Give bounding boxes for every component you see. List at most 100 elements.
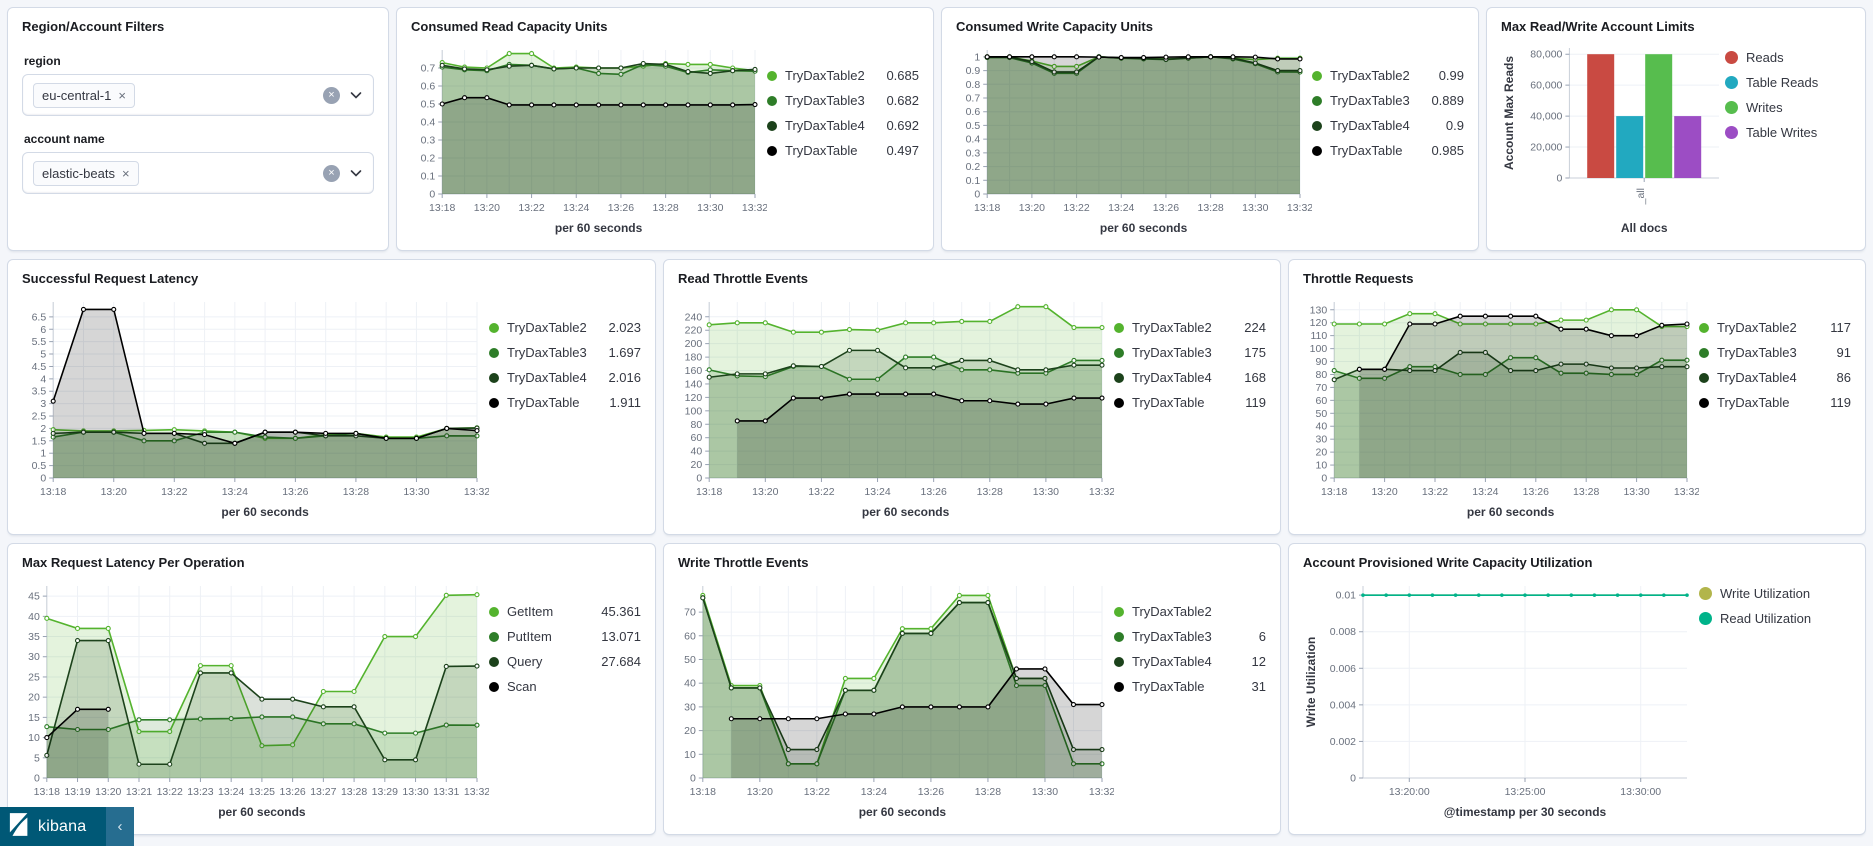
legend-item-query[interactable]: Query 27.684 (489, 654, 641, 669)
write-throttle-chart[interactable]: 0 10 20 30 40 50 60 70 13:18 13:20 13:22 13:24 13:26… (678, 574, 1115, 824)
svg-text:All docs: All docs (1621, 221, 1668, 235)
account-limits-bar-chart[interactable]: 0 20,000 40,000 60,000 80,000 _all All docs Acc… (1501, 38, 1725, 240)
chart-canvas[interactable]: 0 10 20 30 40 50 60 70 13:18 13:20 13:22 13:24 13:26… (678, 574, 1115, 824)
legend-label: TryDaxTable4 (1132, 654, 1212, 669)
legend-dot (489, 347, 499, 358)
legend-label: TryDaxTable3 (1717, 345, 1797, 360)
legend-item-table-writes[interactable]: Table Writes (1725, 125, 1851, 140)
svg-text:0.004: 0.004 (1330, 699, 1356, 711)
legend-item-trydaxtable[interactable]: TryDaxTable 0.497 (767, 143, 919, 158)
legend-item-writes[interactable]: Writes (1725, 100, 1851, 115)
legend-item-trydaxtable2[interactable]: TryDaxTable2 (1114, 604, 1266, 619)
chevron-down-icon[interactable] (349, 88, 363, 102)
chart-canvas[interactable]: 0 0.1 0.2 0.3 0.4 0.5 0.6 0.7 13:18 13:20 13:22 13:… (411, 38, 768, 240)
legend-item-trydaxtable2[interactable]: TryDaxTable2 2.023 (489, 320, 641, 335)
legend-item-table-reads[interactable]: Table Reads (1725, 75, 1851, 90)
svg-text:per 60 seconds: per 60 seconds (859, 805, 947, 819)
chart-canvas[interactable]: 0 0.1 0.2 0.30.4 0.5 0.60.7 0.8 0.9 1 13:18 13:20 1… (956, 38, 1313, 240)
chart-canvas[interactable]: 0 0.002 0.004 0.006 0.008 0.01 13:20:00 13:25:0… (1303, 574, 1699, 824)
legend-dot (1699, 347, 1709, 358)
legend-item-trydaxtable3[interactable]: TryDaxTable3 0.682 (767, 93, 919, 108)
legend-value: 168 (1244, 370, 1266, 385)
legend-dot (767, 95, 777, 106)
request-latency-chart[interactable]: 0 0.5 1 1.5 2 2.5 3 3.5 4 4.5 5 5.5 6 6.5 13:18 13:20 13… (22, 290, 490, 524)
legend-item-read-utilization[interactable]: Read Utilization (1699, 611, 1851, 626)
clear-selection-icon[interactable]: × (323, 164, 340, 182)
legend-item-trydaxtable4[interactable]: TryDaxTable4 0.9 (1312, 118, 1464, 133)
legend-item-trydaxtable3[interactable]: TryDaxTable3 91 (1699, 345, 1851, 360)
legend-item-trydaxtable[interactable]: TryDaxTable 119 (1699, 395, 1851, 410)
legend-item-trydaxtable2[interactable]: TryDaxTable2 0.685 (767, 68, 919, 83)
chart-canvas[interactable]: 0 20,000 40,000 60,000 80,000 _all All docs Acc… (1501, 38, 1725, 240)
chip-remove-icon[interactable]: × (121, 165, 130, 181)
region-combobox[interactable]: eu-central-1 × × (22, 74, 374, 116)
legend-label: TryDaxTable4 (785, 118, 865, 133)
legend-item-trydaxtable4[interactable]: TryDaxTable4 168 (1114, 370, 1266, 385)
legend-item-trydaxtable4[interactable]: TryDaxTable4 12 (1114, 654, 1266, 669)
svg-text:13:18: 13:18 (40, 486, 66, 498)
consumed-read-capacity-chart[interactable]: 0 0.1 0.2 0.3 0.4 0.5 0.6 0.7 13:18 13:20 13:22 13:… (411, 38, 768, 240)
chart-legend: GetItem 45.361 PutItem 13.071 Query 27.684 Sca… (489, 574, 641, 824)
svg-text:6.5: 6.5 (32, 311, 47, 323)
legend-dot (1725, 126, 1738, 139)
svg-text:per 60 seconds: per 60 seconds (221, 505, 309, 519)
svg-text:13:24: 13:24 (218, 786, 244, 798)
legend-item-getitem[interactable]: GetItem 45.361 (489, 604, 641, 619)
account-filter-chip[interactable]: elastic-beats × (33, 160, 139, 186)
bar-table-reads[interactable] (1616, 116, 1644, 178)
svg-text:13:24: 13:24 (861, 786, 887, 798)
legend-item-trydaxtable3[interactable]: TryDaxTable3 175 (1114, 345, 1266, 360)
legend-item-trydaxtable[interactable]: TryDaxTable 0.985 (1312, 143, 1464, 158)
chart-canvas[interactable]: 00.511.522.533.544.555.566.5 13:18 13:20 13… (22, 290, 490, 524)
throttle-requests-chart[interactable]: 0 10 20 30 40 50 60 70 80 90 100 110 120 130 13:18 13:2… (1303, 290, 1700, 524)
bar-table-writes[interactable] (1674, 116, 1702, 178)
region-filter-chip[interactable]: eu-central-1 × (33, 82, 135, 108)
legend-item-reads[interactable]: Reads (1725, 50, 1851, 65)
clear-selection-icon[interactable]: × (323, 86, 340, 104)
account-name-combobox[interactable]: elastic-beats × × (22, 152, 374, 194)
read-throttle-chart[interactable]: 0 20 40 60 80 100 120 140 160 180 200 220 240 13:18 13… (678, 290, 1115, 524)
chevron-down-icon[interactable] (349, 166, 363, 180)
legend-item-trydaxtable[interactable]: TryDaxTable 1.911 (489, 395, 641, 410)
dashboard-row-2: Successful Request Latency 0 0.5 1 1.5 2 2.5 3… (7, 259, 1866, 535)
svg-text:4: 4 (40, 373, 46, 385)
chip-remove-icon[interactable]: × (118, 87, 126, 103)
svg-text:13:32: 13:32 (464, 486, 489, 498)
legend-item-trydaxtable[interactable]: TryDaxTable 31 (1114, 679, 1266, 694)
legend-item-trydaxtable[interactable]: TryDaxTable 119 (1114, 395, 1266, 410)
legend-item-trydaxtable3[interactable]: TryDaxTable3 6 (1114, 629, 1266, 644)
svg-text:13:26: 13:26 (1153, 202, 1179, 214)
legend-item-trydaxtable4[interactable]: TryDaxTable4 0.692 (767, 118, 919, 133)
max-latency-chart[interactable]: 0 5 10 15 20 25 30 35 40 45 13:18 13:19 13:20 13:21 13… (22, 574, 490, 824)
svg-text:35: 35 (28, 631, 40, 643)
consumed-write-capacity-chart[interactable]: 0 0.1 0.2 0.3 0.4 0.5 0.6 0.7 0.8 0.9 1 13:18 13:20 1… (956, 38, 1313, 240)
legend-item-trydaxtable4[interactable]: TryDaxTable4 86 (1699, 370, 1851, 385)
utilization-chart[interactable]: 0 0.002 0.004 0.006 0.008 0.01 13:20:00 13:25:0… (1303, 574, 1699, 824)
svg-text:0: 0 (696, 473, 702, 485)
legend-item-trydaxtable4[interactable]: TryDaxTable4 2.016 (489, 370, 641, 385)
legend-item-scan[interactable]: Scan (489, 679, 641, 694)
legend-item-write-utilization[interactable]: Write Utilization (1699, 586, 1851, 601)
legend-item-trydaxtable2[interactable]: TryDaxTable2 224 (1114, 320, 1266, 335)
svg-text:120: 120 (685, 392, 703, 404)
legend-item-trydaxtable3[interactable]: TryDaxTable3 0.889 (1312, 93, 1464, 108)
legend-item-trydaxtable2[interactable]: TryDaxTable2 0.99 (1312, 68, 1464, 83)
bar-reads[interactable] (1587, 54, 1615, 178)
panel-title: Max Read/Write Account Limits (1501, 19, 1695, 34)
bar-writes[interactable] (1645, 54, 1673, 178)
svg-text:13:20: 13:20 (1019, 202, 1045, 214)
chart-canvas[interactable]: 0 5 10 15 20 25 30 35 40 45 13:18 13:19 13:20 13:21 13… (22, 574, 490, 824)
svg-text:0.5: 0.5 (421, 99, 436, 111)
svg-text:0.1: 0.1 (966, 175, 981, 187)
legend-item-trydaxtable2[interactable]: TryDaxTable2 117 (1699, 320, 1851, 335)
legend-dot (1312, 120, 1322, 131)
legend-value: 13.071 (601, 629, 641, 644)
collapse-sidebar-button[interactable]: ‹ (106, 807, 134, 846)
chart-legend: TryDaxTable2 0.685 TryDaxTable3 0.682 TryDax… (767, 38, 919, 240)
legend-item-trydaxtable3[interactable]: TryDaxTable3 1.697 (489, 345, 641, 360)
legend-item-putitem[interactable]: PutItem 13.071 (489, 629, 641, 644)
legend-label: TryDaxTable3 (785, 93, 865, 108)
svg-text:3.5: 3.5 (32, 386, 47, 398)
